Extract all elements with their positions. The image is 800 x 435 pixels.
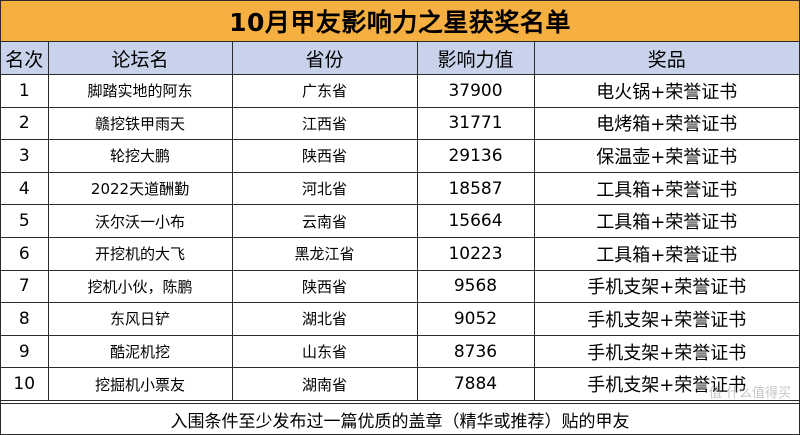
prize-cell: 电烤箱+荣誉证书 xyxy=(533,106,799,141)
prize-cell: 工具箱+荣誉证书 xyxy=(533,171,799,206)
rank-cell: 6 xyxy=(1,236,49,271)
rank-cell: 7 xyxy=(1,269,49,304)
province-cell: 黑龙江省 xyxy=(231,236,418,271)
prize-cell: 手机支架+荣誉证书 xyxy=(533,367,799,401)
header-prize: 奖品 xyxy=(533,42,799,75)
header-province: 省份 xyxy=(231,42,418,75)
province-cell: 陕西省 xyxy=(231,269,418,304)
footer-note: 入围条件至少发布过一篇优质的盖章（精华或推荐）贴的甲友 xyxy=(1,403,799,434)
prize-cell: 工具箱+荣誉证书 xyxy=(533,236,799,271)
table-row: 6 开挖机的大飞 黑龙江省 10223 工具箱+荣誉证书 xyxy=(1,236,799,271)
header-influence: 影响力值 xyxy=(416,42,535,75)
province-cell: 广东省 xyxy=(231,74,418,108)
forum-cell: 挖掘机小票友 xyxy=(47,367,233,401)
province-cell: 江西省 xyxy=(231,106,418,141)
province-cell: 陕西省 xyxy=(231,139,418,173)
watermark: 值 什么值得买 xyxy=(708,386,791,401)
influence-cell: 37900 xyxy=(416,74,535,108)
header-rank: 名次 xyxy=(1,42,49,75)
influence-cell: 31771 xyxy=(416,106,535,141)
table-row: 8 东风日铲 湖北省 9052 手机支架+荣誉证书 xyxy=(1,302,799,336)
prize-cell: 手机支架+荣誉证书 xyxy=(533,334,799,369)
province-cell: 河北省 xyxy=(231,171,418,206)
forum-cell: 2022天道酬勤 xyxy=(47,171,233,206)
influence-cell: 9052 xyxy=(416,302,535,336)
rank-cell: 5 xyxy=(1,204,49,238)
rank-cell: 8 xyxy=(1,302,49,336)
rank-cell: 4 xyxy=(1,171,49,206)
table-row: 9 酷泥机挖 山东省 8736 手机支架+荣誉证书 xyxy=(1,334,799,369)
sheet-title: 10月甲友影响力之星获奖名单 xyxy=(1,1,799,42)
influence-cell: 15664 xyxy=(416,204,535,238)
table-row: 4 2022天道酬勤 河北省 18587 工具箱+荣誉证书 xyxy=(1,171,799,206)
prize-cell: 手机支架+荣誉证书 xyxy=(533,269,799,304)
prize-cell: 手机支架+荣誉证书 xyxy=(533,302,799,336)
award-table: 名次 论坛名 省份 影响力值 奖品 1 脚踏实地的阿东 广东省 37900 电火… xyxy=(1,42,799,401)
forum-cell: 轮挖大鹏 xyxy=(47,139,233,173)
table-row: 7 挖机小伙，陈鹏 陕西省 9568 手机支架+荣誉证书 xyxy=(1,269,799,304)
rank-cell: 1 xyxy=(1,74,49,108)
forum-cell: 沃尔沃一小布 xyxy=(47,204,233,238)
header-forum: 论坛名 xyxy=(47,42,233,75)
province-cell: 山东省 xyxy=(231,334,418,369)
forum-cell: 开挖机的大飞 xyxy=(47,236,233,271)
influence-cell: 29136 xyxy=(416,139,535,173)
forum-cell: 东风日铲 xyxy=(47,302,233,336)
table-row: 1 脚踏实地的阿东 广东省 37900 电火锅+荣誉证书 xyxy=(1,74,799,108)
province-cell: 湖北省 xyxy=(231,302,418,336)
table-row: 5 沃尔沃一小布 云南省 15664 工具箱+荣誉证书 xyxy=(1,204,799,238)
influence-cell: 18587 xyxy=(416,171,535,206)
rank-cell: 3 xyxy=(1,139,49,173)
rank-cell: 9 xyxy=(1,334,49,369)
table-row: 2 赣挖铁甲雨天 江西省 31771 电烤箱+荣誉证书 xyxy=(1,106,799,141)
province-cell: 湖南省 xyxy=(231,367,418,401)
header-row: 名次 论坛名 省份 影响力值 奖品 xyxy=(1,42,799,75)
rank-cell: 10 xyxy=(1,367,49,401)
table-row: 3 轮挖大鹏 陕西省 29136 保温壶+荣誉证书 xyxy=(1,139,799,173)
rank-cell: 2 xyxy=(1,106,49,141)
prize-cell: 电火锅+荣誉证书 xyxy=(533,74,799,108)
forum-cell: 脚踏实地的阿东 xyxy=(47,74,233,108)
influence-cell: 10223 xyxy=(416,236,535,271)
prize-cell: 工具箱+荣誉证书 xyxy=(533,204,799,238)
province-cell: 云南省 xyxy=(231,204,418,238)
forum-cell: 酷泥机挖 xyxy=(47,334,233,369)
influence-cell: 8736 xyxy=(416,334,535,369)
forum-cell: 挖机小伙，陈鹏 xyxy=(47,269,233,304)
forum-cell: 赣挖铁甲雨天 xyxy=(47,106,233,141)
influence-cell: 9568 xyxy=(416,269,535,304)
prize-cell: 保温壶+荣誉证书 xyxy=(533,139,799,173)
table-row: 10 挖掘机小票友 湖南省 7884 手机支架+荣誉证书 xyxy=(1,367,799,401)
influence-cell: 7884 xyxy=(416,367,535,401)
